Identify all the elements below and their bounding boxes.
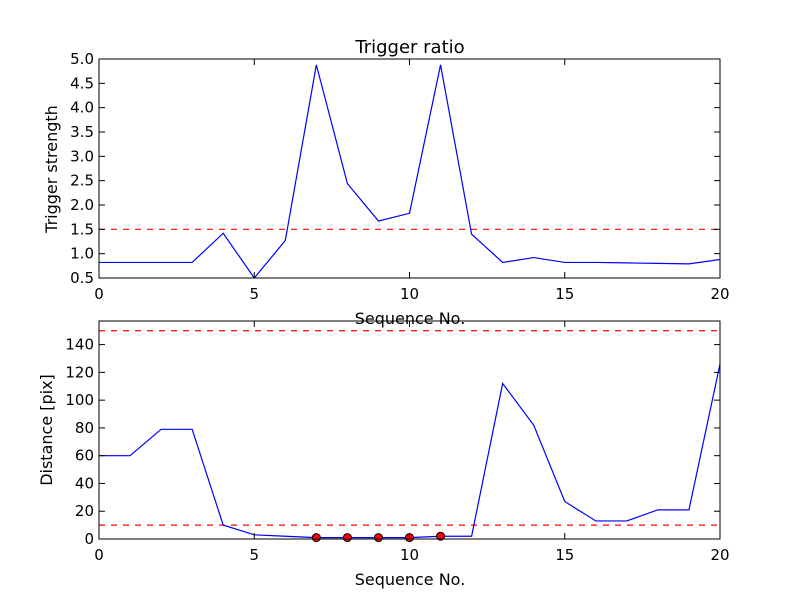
- x-tick-label: 5: [249, 546, 259, 564]
- x-tick-label: 15: [555, 285, 574, 303]
- data-point-marker: [373, 533, 383, 543]
- y-axis-label: Distance [pix]: [37, 374, 56, 486]
- y-tick-label: 2.0: [70, 196, 94, 214]
- y-tick-label: 100: [65, 391, 94, 409]
- y-tick-label: 0: [84, 530, 94, 548]
- x-tick-label: 20: [710, 285, 729, 303]
- data-point-marker: [436, 531, 446, 541]
- y-tick-label: 40: [75, 474, 94, 492]
- x-axis-label: Sequence No.: [355, 570, 466, 589]
- x-tick-label: 10: [400, 285, 419, 303]
- y-tick-label: 120: [65, 363, 94, 381]
- y-tick-label: 0.5: [70, 269, 94, 287]
- series-line: [99, 64, 720, 278]
- x-axis-label: Sequence No.: [355, 309, 466, 328]
- chart-title: Trigger ratio: [354, 37, 464, 58]
- y-axis-label: Trigger strength: [42, 105, 61, 234]
- y-tick-label: 1.5: [70, 220, 94, 238]
- x-tick-label: 0: [94, 546, 104, 564]
- y-tick-label: 60: [75, 447, 94, 465]
- y-tick-label: 2.5: [70, 172, 94, 190]
- x-tick-label: 0: [94, 285, 104, 303]
- y-tick-label: 3.0: [70, 147, 94, 165]
- distance-chart: Sequence No. Distance [pix] 0 5 10 15 20 0 20 4…: [37, 320, 730, 589]
- x-tick-label: 10: [400, 546, 419, 564]
- x-tick-label: 5: [249, 285, 259, 303]
- y-tick-label: 3.5: [70, 123, 94, 141]
- data-point-marker: [311, 533, 321, 543]
- y-tick-label: 80: [75, 419, 94, 437]
- y-tick-label: 5.0: [70, 50, 94, 68]
- y-tick-label: 20: [75, 502, 94, 520]
- y-tick-label: 4.0: [70, 99, 94, 117]
- y-tick-label: 4.5: [70, 74, 94, 92]
- trigger-ratio-chart: Trigger ratio Sequence No. Trigger stren…: [42, 37, 730, 328]
- data-point-marker: [342, 533, 352, 543]
- x-tick-label: 20: [710, 546, 729, 564]
- y-tick-label: 1.0: [70, 245, 94, 263]
- x-tick-label: 15: [555, 546, 574, 564]
- y-tick-label: 140: [65, 336, 94, 354]
